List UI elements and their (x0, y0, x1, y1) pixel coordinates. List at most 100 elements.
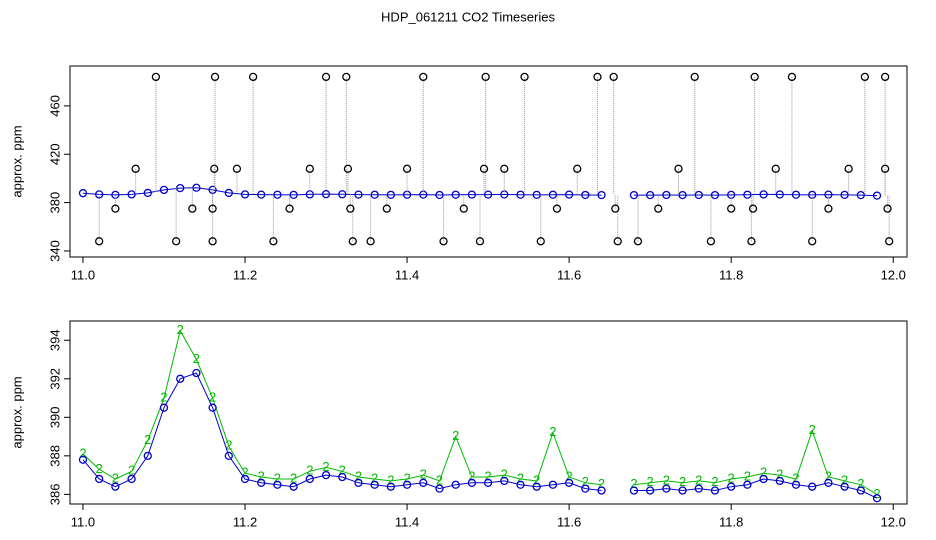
point (210, 164, 219, 173)
point (143, 188, 152, 198)
point: 2 (403, 470, 410, 485)
point (706, 237, 716, 246)
series-line (82, 329, 878, 495)
point (678, 190, 687, 200)
point (581, 190, 590, 200)
point: 2 (355, 468, 362, 483)
point (872, 494, 882, 503)
x-tick-label: 11.8 (719, 267, 743, 282)
point (269, 237, 278, 246)
x-tick-label: 11.6 (557, 267, 581, 282)
point (192, 368, 201, 378)
y-tick-label: 394 (47, 329, 62, 351)
point (248, 72, 258, 82)
point (467, 190, 477, 199)
point (143, 451, 152, 460)
point (402, 480, 412, 489)
point (840, 482, 849, 491)
x-tick-label: 12.0 (881, 267, 906, 282)
point (159, 403, 169, 412)
point (483, 478, 493, 487)
point (171, 237, 181, 246)
point: 2 (825, 468, 832, 483)
y-tick-label: 386 (47, 484, 62, 506)
point (791, 190, 801, 199)
point (435, 190, 444, 200)
point (662, 190, 671, 200)
point (662, 484, 671, 493)
point (775, 190, 784, 199)
point (354, 190, 363, 199)
point (131, 164, 140, 173)
plot-frame (69, 65, 908, 258)
point (127, 474, 136, 484)
point: 2 (241, 465, 248, 480)
point (95, 237, 104, 246)
point: 2 (760, 465, 767, 480)
point (771, 164, 780, 173)
point: 2 (144, 432, 151, 447)
y-axis-label: approx. ppm (9, 376, 24, 448)
x-tick-label: 11.2 (233, 514, 257, 529)
point: 2 (566, 468, 573, 483)
point: 2 (225, 438, 232, 453)
point (747, 237, 756, 246)
point: 2 (549, 424, 556, 439)
point (824, 204, 833, 213)
point (370, 480, 379, 489)
point (151, 72, 161, 82)
y-tick-label: 380 (47, 192, 62, 214)
point (370, 190, 379, 199)
point (419, 478, 428, 487)
y-tick-label: 388 (47, 445, 62, 467)
point: 2 (792, 470, 799, 485)
x-tick-label: 11.8 (719, 514, 743, 529)
point (321, 470, 331, 480)
point (127, 190, 136, 199)
point (629, 486, 639, 495)
point (176, 183, 185, 193)
point: 2 (663, 472, 670, 487)
point (382, 204, 391, 213)
point (808, 482, 817, 491)
point (633, 237, 643, 246)
point (435, 484, 444, 493)
point (354, 478, 363, 487)
y-tick-label: 390 (47, 406, 62, 428)
point (564, 190, 574, 199)
point: 2 (160, 389, 167, 404)
point: 2 (501, 467, 508, 482)
point (710, 486, 720, 495)
point (880, 164, 890, 173)
x-tick-label: 11.0 (71, 514, 95, 529)
point: 2 (484, 468, 491, 483)
point (727, 204, 736, 213)
point (419, 72, 428, 82)
y-tick-label: 420 (47, 143, 62, 165)
point (710, 190, 720, 200)
point (787, 72, 797, 82)
point (678, 486, 687, 495)
point (257, 190, 266, 199)
point (808, 237, 817, 246)
point (536, 237, 545, 246)
point (451, 480, 460, 489)
point (343, 164, 353, 173)
point: 2 (387, 472, 394, 487)
point (338, 472, 347, 482)
point (459, 204, 468, 213)
point: 2 (776, 467, 783, 482)
point (273, 480, 282, 489)
point (467, 478, 477, 487)
point (674, 164, 683, 173)
point (573, 164, 582, 173)
point: 2 (112, 470, 119, 485)
point (654, 204, 663, 213)
point (111, 204, 120, 213)
point (321, 189, 331, 199)
point (597, 190, 606, 200)
point (743, 190, 752, 199)
point (824, 478, 833, 487)
point: 2 (339, 463, 346, 478)
